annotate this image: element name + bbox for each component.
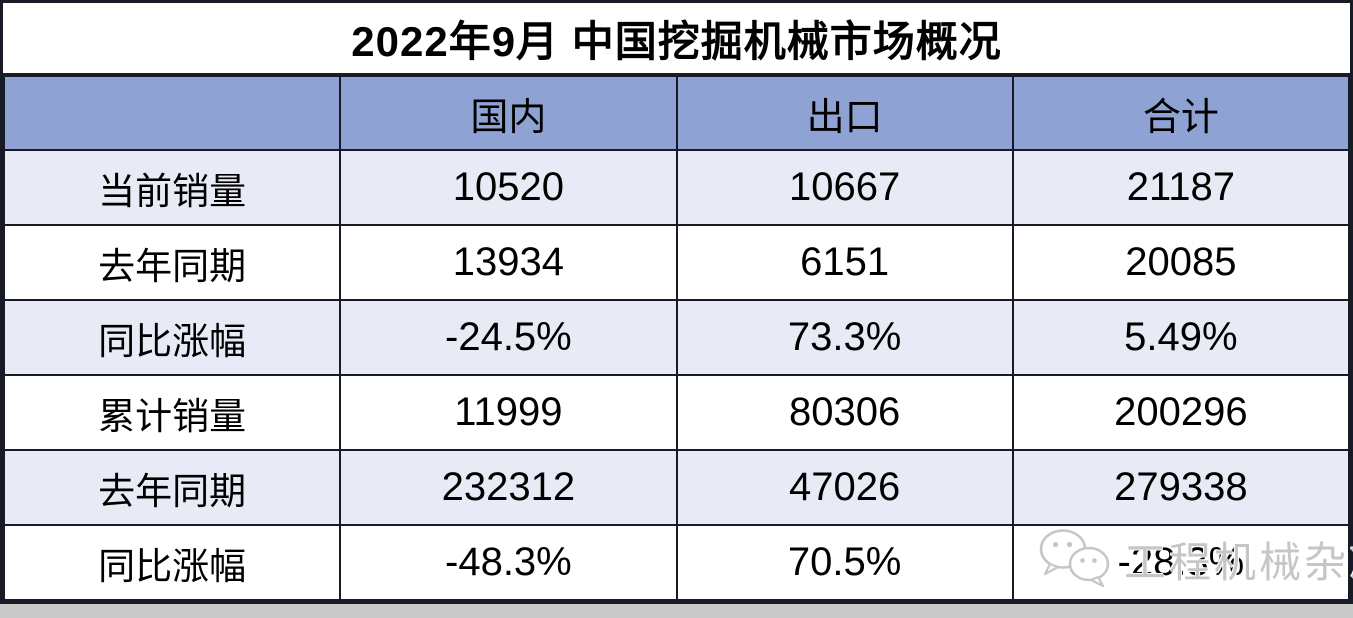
header-cell-empty [2, 75, 342, 151]
header-row: 国内 出口 合计 [2, 75, 1351, 151]
cell-value: 232312 [339, 449, 678, 526]
header-cell-domestic: 国内 [339, 75, 678, 151]
cell-value: 70.5% [675, 524, 1014, 601]
table-title: 2022年9月 中国挖掘机械市场概况 [3, 3, 1350, 75]
row-label: 去年同期 [2, 224, 342, 301]
cell-value: 6151 [675, 224, 1014, 301]
row-label: 累计销量 [2, 374, 342, 451]
cell-value: -48.3% [339, 524, 678, 601]
table-row: 累计销量 11999 80306 200296 [2, 374, 1351, 451]
cell-value: 21187 [1011, 149, 1351, 226]
table-header: 国内 出口 合计 [2, 75, 1351, 151]
cell-value: 5.49% [1011, 299, 1351, 376]
cell-value: 47026 [675, 449, 1014, 526]
table-body: 当前销量 10520 10667 21187 去年同期 13934 6151 2… [2, 149, 1351, 601]
cell-value: 13934 [339, 224, 678, 301]
cell-value: -28.3% [1011, 524, 1351, 601]
header-cell-total: 合计 [1011, 75, 1351, 151]
table-row: 去年同期 232312 47026 279338 [2, 449, 1351, 526]
cell-value: 11999 [339, 374, 678, 451]
market-overview-table-frame: 2022年9月 中国挖掘机械市场概况 国内 出口 合计 当前销量 10520 1… [0, 0, 1353, 604]
table-row: 当前销量 10520 10667 21187 [2, 149, 1351, 226]
row-label: 去年同期 [2, 449, 342, 526]
row-label: 同比涨幅 [2, 524, 342, 601]
table-row: 同比涨幅 -24.5% 73.3% 5.49% [2, 299, 1351, 376]
cell-value: 200296 [1011, 374, 1351, 451]
row-label: 当前销量 [2, 149, 342, 226]
cell-value: 20085 [1011, 224, 1351, 301]
market-data-table: 国内 出口 合计 当前销量 10520 10667 21187 去年同期 139… [2, 75, 1351, 601]
cell-value: 10520 [339, 149, 678, 226]
table-row: 去年同期 13934 6151 20085 [2, 224, 1351, 301]
cell-value: 10667 [675, 149, 1014, 226]
row-label: 同比涨幅 [2, 299, 342, 376]
cell-value: 279338 [1011, 449, 1351, 526]
header-cell-export: 出口 [675, 75, 1014, 151]
cell-value: 80306 [675, 374, 1014, 451]
cell-value: 73.3% [675, 299, 1014, 376]
table-row: 同比涨幅 -48.3% 70.5% -28.3% [2, 524, 1351, 601]
cell-value: -24.5% [339, 299, 678, 376]
